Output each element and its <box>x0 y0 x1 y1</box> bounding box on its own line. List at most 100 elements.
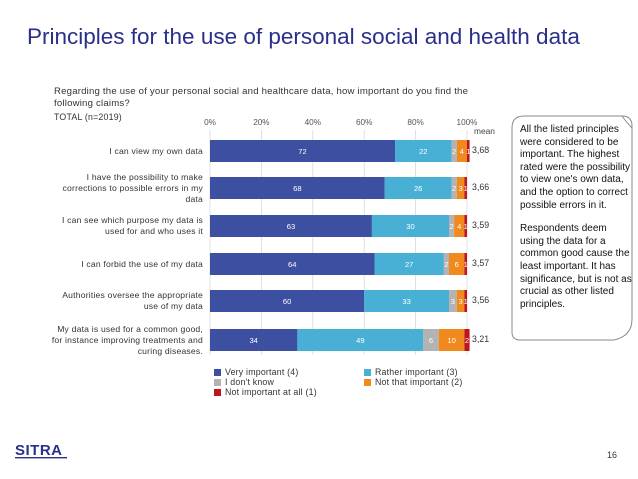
bar-segment <box>210 290 365 312</box>
bar-segment <box>449 290 457 312</box>
bar-segment <box>210 329 298 351</box>
bar-data-label: 4 <box>457 222 461 231</box>
page-number: 16 <box>607 450 618 460</box>
bar-data-label: 2 <box>444 260 448 269</box>
sitra-logo: SITRA <box>15 442 67 459</box>
bar-segment <box>451 177 457 199</box>
category-label: I can see which purpose my data is used … <box>61 215 203 236</box>
mean-value: 3,59 <box>472 220 490 230</box>
bar-segment <box>210 215 372 237</box>
bar-segment <box>451 140 457 162</box>
bar-segment <box>464 329 470 351</box>
chart-legend: Very important (4) Rather important (3) I … <box>214 367 514 401</box>
category-label: My data is used for a common good, for i… <box>51 323 203 356</box>
legend-label: Not that important (2) <box>375 377 463 387</box>
legend-item: Rather important (3) <box>364 367 458 377</box>
bar-segment <box>464 215 467 237</box>
legend-item: Very important (4) <box>214 367 299 377</box>
mean-value: 3,21 <box>472 334 490 344</box>
bar-data-label: 27 <box>405 260 413 269</box>
bar-segment <box>297 329 424 351</box>
bar-data-label: 64 <box>288 260 296 269</box>
callout-paragraph-1: All the listed principles were considere… <box>520 124 631 211</box>
legend-swatch <box>364 378 371 386</box>
bar-segment <box>449 253 465 275</box>
mean-value: 3,57 <box>472 258 490 268</box>
bar-data-label: 1 <box>464 297 468 306</box>
legend-swatch <box>214 368 221 376</box>
bar-segment <box>210 253 375 275</box>
bar-data-label: 22 <box>419 147 427 156</box>
bar-segment <box>449 215 455 237</box>
legend-item: Not important at all (1) <box>214 387 317 397</box>
bar-data-label: 1 <box>464 184 468 193</box>
legend-label: I don't know <box>225 377 275 387</box>
mean-value: 3,66 <box>472 182 490 192</box>
mean-value: 3,56 <box>472 295 490 305</box>
bar-segment <box>374 253 444 275</box>
category-label: I can view my own data <box>109 145 203 156</box>
bar-segment <box>464 253 467 275</box>
bar-segment <box>384 177 452 199</box>
bar-data-label: 60 <box>283 297 291 306</box>
bar-segment <box>371 215 450 237</box>
bar-data-label: 2 <box>452 184 456 193</box>
bar-segment <box>423 329 439 351</box>
bar-data-label: 34 <box>249 336 257 345</box>
legend-label: Not important at all (1) <box>225 387 317 397</box>
sample-size-label: TOTAL (n=2019) <box>54 112 122 122</box>
mean-value: 3,68 <box>472 145 490 155</box>
bar-segment <box>210 177 385 199</box>
bar-segment <box>467 140 470 162</box>
bar-data-label: 1 <box>466 147 470 156</box>
legend-label: Very important (4) <box>225 367 299 377</box>
bar-data-label: 2 <box>449 222 453 231</box>
legend-item: I don't know <box>214 377 274 387</box>
bar-data-label: 3 <box>451 297 455 306</box>
x-tick-label: 0% <box>204 118 216 127</box>
bar-segment <box>456 290 465 312</box>
legend-swatch <box>214 378 221 386</box>
x-tick-label: 60% <box>356 118 372 127</box>
bar-data-label: 68 <box>293 184 301 193</box>
legend-label: Rather important (3) <box>375 367 458 377</box>
bar-data-label: 1 <box>464 222 468 231</box>
svg-text:SITRA: SITRA <box>15 442 63 459</box>
callout-text: All the listed principles were considere… <box>520 124 632 322</box>
bar-data-label: 4 <box>460 147 464 156</box>
bar-data-label: 2 <box>452 147 456 156</box>
bar-data-label: 3 <box>458 297 462 306</box>
bar-data-label: 3 <box>458 184 462 193</box>
bar-data-label: 1 <box>464 260 468 269</box>
bar-segment <box>443 253 450 275</box>
bar-segment <box>464 290 467 312</box>
x-tick-label: 100% <box>457 118 478 127</box>
bar-data-label: 33 <box>402 297 410 306</box>
bar-segment <box>438 329 465 351</box>
bar-segment <box>210 140 396 162</box>
mean-column-header: mean <box>474 126 495 136</box>
legend-item: Not that important (2) <box>364 377 463 387</box>
bar-segment <box>454 215 465 237</box>
category-label: I have the possibility to make correctio… <box>62 171 203 204</box>
survey-question: Regarding the use of your personal socia… <box>54 86 469 109</box>
x-tick-label: 40% <box>305 118 321 127</box>
bar-data-label: 63 <box>287 222 295 231</box>
bar-data-label: 2 <box>465 336 469 345</box>
bar-data-label: 49 <box>356 336 364 345</box>
category-label: Authorities oversee the appropriate use … <box>62 290 203 311</box>
bar-data-label: 26 <box>414 184 422 193</box>
bar-data-label: 10 <box>447 336 455 345</box>
bar-data-label: 30 <box>406 222 414 231</box>
callout-paragraph-2: Respondents deem using the data for a co… <box>520 223 632 310</box>
legend-swatch <box>364 368 371 376</box>
bar-data-label: 6 <box>429 336 433 345</box>
slide-title: Principles for the use of personal socia… <box>27 24 580 49</box>
bar-data-label: 72 <box>298 147 306 156</box>
bar-segment <box>456 177 465 199</box>
bar-segment <box>395 140 452 162</box>
x-tick-label: 20% <box>253 118 269 127</box>
bar-segment <box>364 290 450 312</box>
bar-segment <box>456 140 467 162</box>
